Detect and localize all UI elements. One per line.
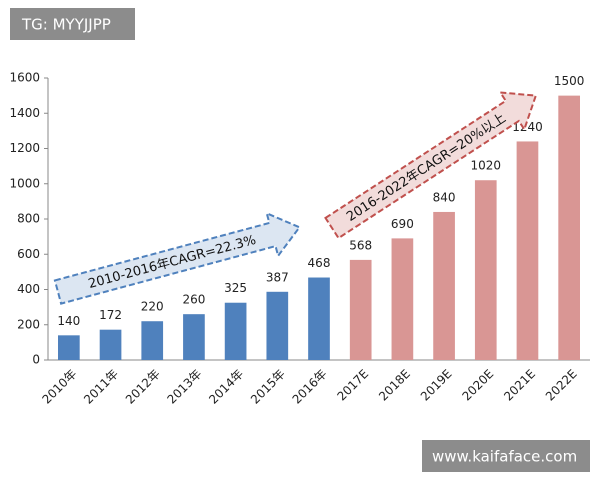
x-tick-label: 2014年	[206, 367, 246, 407]
data-label: 840	[433, 190, 456, 204]
data-label: 220	[141, 300, 164, 314]
data-label: 1240	[512, 120, 543, 134]
data-label: 172	[99, 308, 122, 322]
bar	[266, 291, 289, 360]
watermark: www.kaifaface.com	[432, 448, 577, 466]
bar	[516, 141, 539, 360]
bar	[141, 321, 164, 360]
y-tick-label: 1600	[9, 71, 40, 85]
bar	[558, 95, 580, 360]
x-tick-label: 2022E	[543, 367, 580, 404]
x-tick-label: 2011年	[81, 367, 121, 407]
watermark: TG: MYYJJPP	[21, 16, 111, 34]
y-tick-label: 0	[32, 353, 40, 367]
bar	[308, 277, 330, 360]
x-tick-label: 2013年	[165, 367, 205, 407]
bar	[349, 259, 372, 360]
x-tick-label: 2021E	[501, 367, 538, 404]
data-label: 1500	[554, 74, 585, 88]
data-label: 387	[266, 270, 289, 284]
x-tick-label: 2020E	[460, 367, 497, 404]
bar	[183, 314, 205, 360]
bar	[224, 302, 247, 360]
y-tick-label: 600	[17, 247, 40, 261]
watermark-box	[10, 8, 135, 40]
bar	[391, 238, 414, 360]
data-label: 468	[308, 256, 331, 270]
x-tick-label: 2012年	[123, 367, 163, 407]
y-tick-label: 1400	[9, 106, 40, 120]
x-tick-label: 2017E	[334, 367, 371, 404]
x-tick-label: 2010年	[39, 367, 79, 407]
data-label: 690	[391, 217, 414, 231]
data-label: 140	[57, 314, 80, 328]
arrow-shape	[324, 91, 538, 240]
data-label: 260	[182, 293, 205, 307]
bar	[99, 329, 122, 360]
y-tick-label: 200	[17, 317, 40, 331]
y-tick-label: 400	[17, 282, 40, 296]
data-label: 325	[224, 281, 247, 295]
y-tick-label: 1000	[9, 176, 40, 190]
x-tick-label: 2018E	[376, 367, 413, 404]
bar	[433, 211, 455, 360]
x-tick-label: 2019E	[418, 367, 455, 404]
x-tick-label: 2016年	[290, 367, 330, 407]
y-tick-label: 1200	[9, 141, 40, 155]
bar	[58, 335, 80, 360]
y-tick-label: 800	[17, 212, 40, 226]
watermark-box	[422, 440, 590, 472]
data-label: 568	[349, 238, 372, 252]
bar	[474, 180, 497, 360]
data-label: 1020	[470, 159, 501, 173]
x-tick-label: 2015年	[248, 367, 288, 407]
arrow-shape	[53, 211, 302, 305]
